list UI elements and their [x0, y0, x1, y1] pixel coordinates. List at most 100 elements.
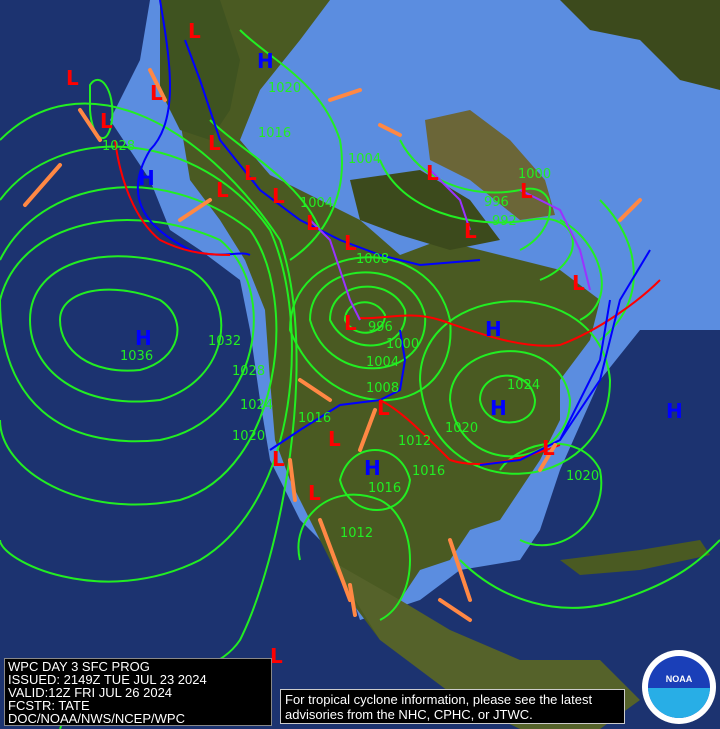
high-pressure-center: H	[135, 326, 152, 350]
low-pressure-center: L	[272, 184, 285, 208]
isobar-label: 1016	[258, 126, 291, 141]
issued-time: ISSUED: 2149Z TUE JUL 23 2024	[8, 672, 207, 687]
land-alaska	[160, 0, 240, 140]
isobar-line	[559, 219, 603, 321]
isobar-label: 1008	[366, 381, 399, 396]
trough-line	[298, 378, 332, 402]
isobar-line	[459, 539, 720, 609]
isobar-label: 996	[484, 195, 509, 210]
trough-line	[328, 88, 362, 102]
isobar-labels: 1028 1020 1016 1004 1004 1000 996 992 1008 1032 10…	[102, 81, 599, 541]
tropical-cyclone-note: For tropical cyclone information, please…	[280, 689, 625, 724]
low-pressure-center: L	[270, 644, 283, 668]
isobar-line	[0, 219, 255, 443]
isobar-label: 1012	[340, 526, 373, 541]
product-title: WPC DAY 3 SFC PROG	[8, 659, 150, 674]
isobar-label: 1032	[208, 334, 241, 349]
front-line	[559, 249, 651, 441]
isobar-label: 1016	[412, 464, 445, 479]
land-greenland	[425, 110, 555, 220]
low-pressure-center: L	[216, 178, 229, 202]
land-europe	[560, 0, 720, 90]
high-pressure-center: H	[257, 49, 274, 73]
land-mexico	[330, 560, 640, 729]
trough-line	[178, 198, 212, 222]
agency: DOC/NOAA/NWS/NCEP/WPC	[8, 711, 185, 726]
isobar-label: 1016	[298, 411, 331, 426]
trough-line	[148, 68, 167, 102]
low-pressure-center: L	[100, 109, 113, 133]
isobar-label: 1028	[102, 139, 135, 154]
isobar-line	[338, 449, 412, 511]
trough-line	[78, 108, 102, 142]
fronts	[23, 0, 661, 622]
high-pressure-center: H	[490, 396, 507, 420]
front-line	[359, 279, 661, 347]
valid-time: VALID:12Z FRI JUL 26 2024	[8, 685, 173, 700]
trough-line	[318, 518, 352, 602]
front-line	[309, 219, 361, 321]
low-pressure-center: L	[208, 131, 221, 155]
isobar-label: 1028	[232, 364, 265, 379]
isobar-label: 1024	[507, 378, 540, 393]
isobar-label: 1036	[120, 349, 153, 364]
isobar-line	[239, 29, 343, 261]
low-pressure-center: L	[572, 271, 585, 295]
trough-line	[618, 198, 642, 222]
isobar-line	[418, 300, 612, 475]
low-pressure-center: L	[344, 311, 357, 335]
forecaster: FCSTR: TATE	[8, 698, 90, 713]
isobar-line	[58, 288, 179, 372]
low-pressure-center: L	[344, 231, 357, 255]
isobar-line	[209, 119, 321, 231]
isobar-label: 1020	[445, 421, 478, 436]
isobar-line	[343, 301, 387, 334]
trough-line	[448, 538, 472, 602]
front-line	[429, 169, 471, 231]
trough-line	[378, 123, 402, 137]
isobar-line	[448, 350, 572, 458]
isobar-line	[399, 139, 551, 251]
note-line-2: advisories from the NHC, CPHC, or JTWC.	[285, 707, 533, 722]
low-pressure-center: L	[328, 427, 341, 451]
isobar-line	[28, 255, 223, 403]
land-cuba	[560, 540, 710, 575]
isobar-label: 1000	[518, 167, 551, 182]
trough-line	[438, 598, 472, 622]
land-arctic-islands	[350, 170, 500, 250]
isobar-label: 1004	[300, 196, 333, 211]
low-pressure-center: L	[272, 447, 285, 471]
high-pressure-center: H	[485, 317, 502, 341]
low-pressure-center: L	[244, 161, 257, 185]
isobar-label: 1024	[240, 398, 273, 413]
product-info-box: WPC DAY 3 SFC PROG ISSUED: 2149Z TUE JUL…	[4, 658, 272, 726]
isobar-line	[599, 199, 635, 341]
low-pressure-center: L	[464, 219, 477, 243]
isobar-line	[478, 374, 537, 424]
isobar-line	[297, 493, 411, 621]
trough-line	[23, 163, 62, 207]
low-pressure-center: L	[66, 66, 79, 90]
isobar-line	[89, 78, 114, 140]
low-pressure-center: L	[188, 19, 201, 43]
isobar-label: 1016	[368, 481, 401, 496]
isobar-label: 1004	[348, 152, 381, 167]
isobar-label: 1020	[232, 429, 265, 444]
low-pressure-center: L	[306, 211, 319, 235]
isobar-label: 1020	[566, 469, 599, 484]
trough-line	[358, 408, 377, 452]
trough-line	[288, 458, 297, 502]
isobar-line	[499, 442, 603, 547]
trough-line	[538, 443, 557, 472]
front-line	[114, 139, 231, 256]
isobar-line	[308, 271, 427, 370]
noaa-logo[interactable]: NOAA	[642, 650, 716, 724]
high-pressure-center: H	[364, 456, 381, 480]
isobar-label: 1000	[386, 337, 419, 352]
isobar-label: 1004	[366, 355, 399, 370]
isobar-line	[379, 159, 574, 281]
isobar-label: 1012	[398, 434, 431, 449]
isobar-label: 992	[492, 214, 517, 229]
